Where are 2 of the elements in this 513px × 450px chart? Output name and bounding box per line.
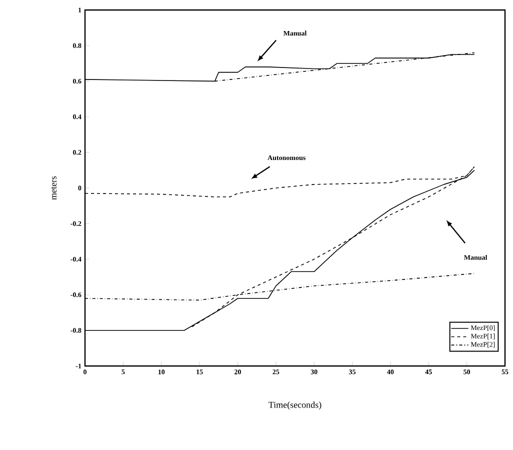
x-axis-title: Time(seconds): [268, 402, 322, 410]
y-axis-title: meters: [51, 176, 56, 200]
